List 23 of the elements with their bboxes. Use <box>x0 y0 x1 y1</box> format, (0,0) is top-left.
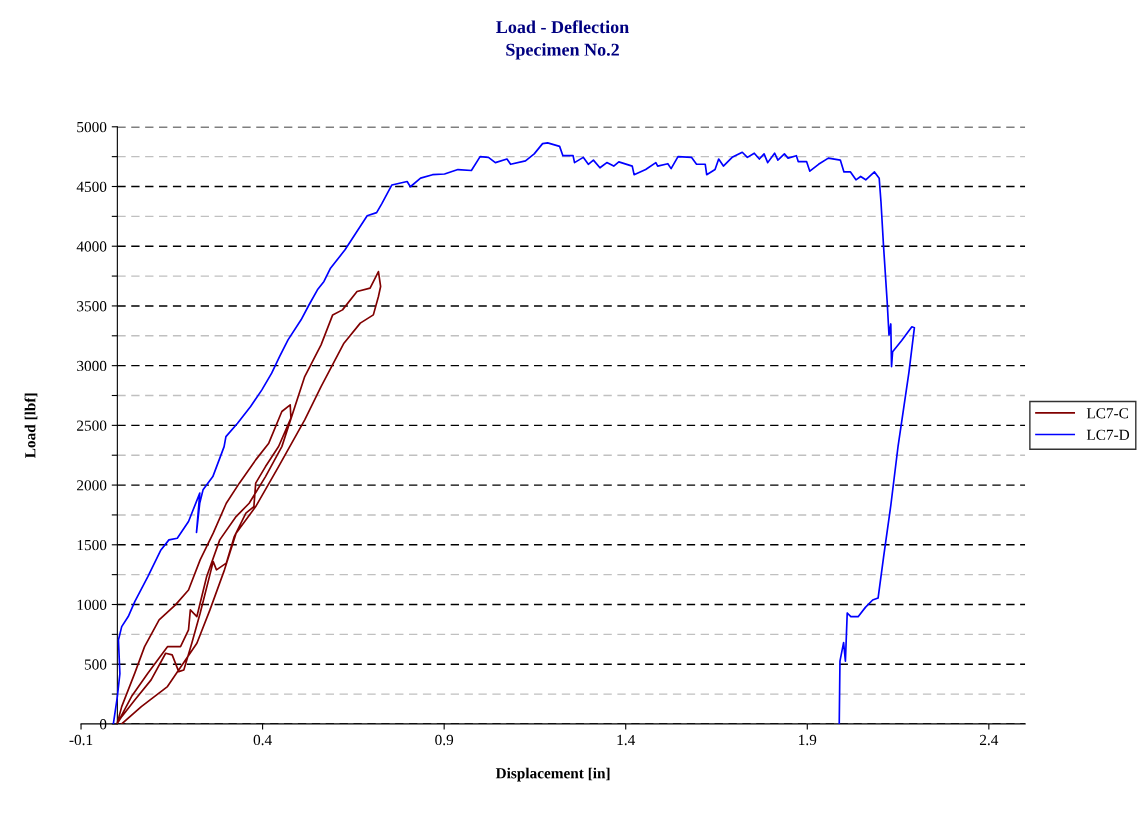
x-tick-label: 0.4 <box>253 734 272 746</box>
y-tick-label: 4000 <box>76 241 107 252</box>
x-tick-label: -0.1 <box>69 734 93 746</box>
y-tick-label: 5000 <box>77 121 107 133</box>
y-axis-title: Load [lbf] <box>24 393 38 458</box>
legend-label: LC7-D <box>1086 429 1130 441</box>
y-tick-label: 1500 <box>77 539 107 551</box>
x-tick-label: 1.4 <box>617 734 636 746</box>
y-tick-label: 500 <box>84 659 107 670</box>
x-tick-label: 2.4 <box>979 734 999 746</box>
y-tick-label: 3500 <box>77 301 107 312</box>
y-tick-label: 2000 <box>77 480 107 491</box>
x-tick-label: 1.9 <box>799 734 817 746</box>
y-tick-label: 3000 <box>77 360 107 372</box>
x-tick-label: 0.9 <box>435 734 454 746</box>
y-tick-label: 4500 <box>76 181 107 192</box>
y-tick-label: 2500 <box>77 420 107 431</box>
chart-title: Load - Deflection Specimen No.2 <box>496 20 629 60</box>
x-axis-title: Displacement [in] <box>495 767 610 782</box>
line-series <box>116 270 382 724</box>
legend-label: LC7-C <box>1086 408 1128 419</box>
line-series <box>112 142 916 724</box>
y-tick-label: 1000 <box>77 599 107 610</box>
